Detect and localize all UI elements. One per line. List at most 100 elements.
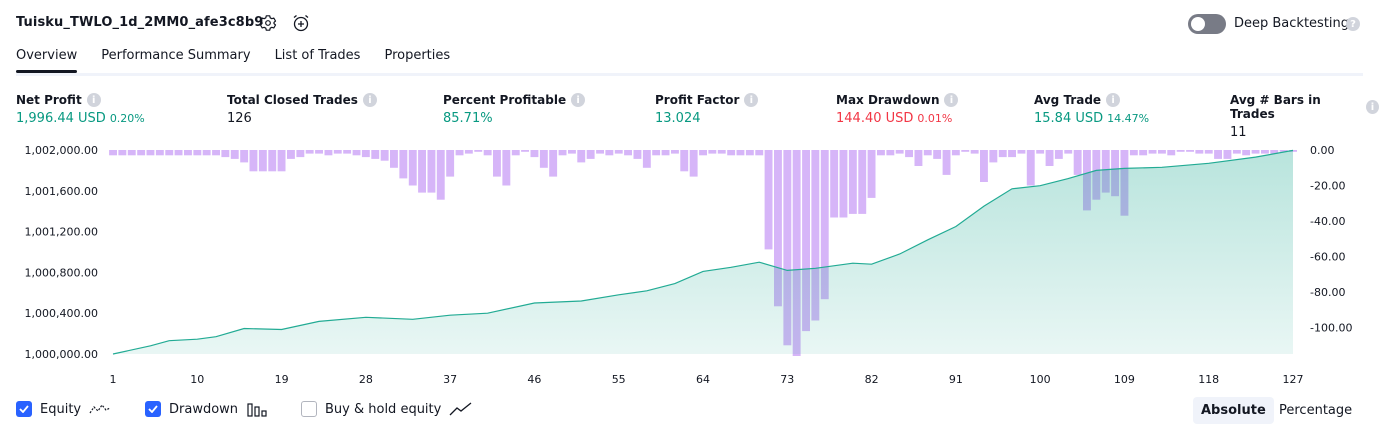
drawdown-bar: [614, 150, 623, 154]
percentage-toggle[interactable]: Percentage: [1279, 403, 1353, 418]
deep-backtesting-help-icon[interactable]: ?: [1346, 17, 1360, 31]
metric-value: 85.71%: [443, 111, 493, 126]
drawdown-bar: [708, 150, 717, 154]
drawdown-bar: [380, 150, 389, 161]
metric-percent: 0.01%: [917, 112, 953, 125]
drawdown-bar: [493, 150, 501, 177]
drawdown-bar: [249, 150, 258, 172]
drawdown-checkbox[interactable]: [145, 401, 161, 417]
right-axis-tick: -60.00: [1310, 251, 1345, 264]
drawdown-bar: [455, 150, 464, 156]
drawdown-bar: [774, 150, 782, 307]
drawdown-bar: [1167, 150, 1176, 156]
add-alert-button[interactable]: [290, 12, 312, 34]
drawdown-bar: [1026, 150, 1035, 186]
drawdown-bar: [1129, 150, 1138, 156]
drawdown-bar: [1279, 150, 1288, 152]
drawdown-bar: [305, 150, 314, 154]
drawdown-bar: [1036, 150, 1045, 154]
metric-percent: 0.20%: [109, 112, 145, 125]
legend-equity[interactable]: Equity: [16, 401, 113, 417]
metric-value: 144.40 USD: [836, 111, 914, 126]
drawdown-bar: [839, 150, 848, 218]
tab-overview[interactable]: Overview: [16, 48, 78, 73]
drawdown-bar: [193, 150, 202, 156]
info-icon[interactable]: i: [571, 93, 586, 107]
drawdown-bar: [745, 150, 754, 156]
left-axis-tick: 1,000,400.00: [25, 307, 98, 320]
drawdown-bar: [502, 150, 511, 186]
info-icon[interactable]: i: [1106, 93, 1121, 107]
info-icon[interactable]: i: [744, 93, 759, 107]
metric-avg-bars-in-trades: Avg # Bars in Trades i 11: [1230, 93, 1379, 140]
checkmark-icon: [19, 405, 29, 413]
left-axis-tick: 1,000,000.00: [25, 348, 98, 361]
drawdown-bar: [820, 150, 829, 300]
drawdown-bar: [174, 150, 183, 156]
drawdown-bar: [642, 150, 651, 168]
metric-percent: 14.47%: [1107, 112, 1150, 125]
legend-drawdown[interactable]: Drawdown: [145, 401, 268, 417]
drawdown-bar: [212, 150, 220, 156]
drawdown-bar: [268, 150, 277, 172]
drawdown-bar: [343, 150, 352, 154]
drawdown-bar: [324, 150, 333, 156]
drawdown-bar: [127, 150, 136, 156]
drawdown-bar: [830, 150, 839, 218]
drawdown-bar: [287, 150, 295, 159]
drawdown-bar: [315, 150, 323, 154]
drawdown-bar: [689, 150, 698, 177]
drawdown-bar: [961, 150, 970, 152]
chart-axes: 1,002,000.00 1,001,600.00 1,001,200.00 1,00…: [25, 144, 1353, 386]
drawdown-bar: [1017, 150, 1026, 154]
drawdown-bar: [446, 150, 455, 177]
buy-hold-line-icon: [449, 402, 472, 416]
drawdown-bar: [652, 150, 661, 156]
deep-backtesting-toggle[interactable]: [1188, 14, 1226, 34]
tab-properties[interactable]: Properties: [384, 48, 451, 63]
info-icon[interactable]: i: [86, 93, 101, 107]
tab-performance-summary[interactable]: Performance Summary: [101, 48, 251, 63]
drawdown-bar: [109, 150, 117, 156]
equity-line-icon: [89, 403, 111, 414]
info-icon[interactable]: i: [362, 93, 377, 107]
drawdown-bar: [296, 150, 305, 158]
settings-gear-icon[interactable]: [257, 12, 279, 34]
equity-checkbox[interactable]: [16, 401, 32, 417]
buy-hold-checkbox[interactable]: [301, 401, 317, 417]
metric-value: 15.84 USD: [1034, 111, 1104, 126]
drawdown-bar: [783, 150, 792, 346]
drawdown-bar: [1195, 150, 1204, 154]
drawdown-bar: [399, 150, 408, 179]
metric-label: Avg # Bars in Trades: [1230, 93, 1321, 121]
drawdown-bar: [521, 150, 529, 152]
metric-net-profit: Net Profit i 1,996.44 USD 0.20%: [16, 93, 145, 126]
info-icon[interactable]: i: [944, 93, 959, 107]
drawdown-bar: [605, 150, 614, 156]
drawdown-bar: [118, 150, 127, 156]
drawdown-bar: [474, 150, 483, 152]
equity-label: Equity: [40, 401, 82, 417]
gear-icon: [259, 15, 277, 31]
equity-drawdown-chart[interactable]: 1,002,000.00 1,001,600.00 1,001,200.00 1,00…: [0, 138, 1379, 388]
drawdown-bar: [680, 150, 689, 172]
metric-label: Total Closed Trades: [227, 93, 358, 107]
right-axis-tick: -40.00: [1310, 215, 1345, 228]
deep-backtesting-label: Deep Backtesting: [1234, 16, 1350, 31]
drawdown-bar: [933, 150, 942, 159]
absolute-toggle[interactable]: Absolute: [1193, 397, 1274, 424]
left-axis-tick: 1,000,800.00: [25, 266, 98, 279]
drawdown-bar: [1148, 150, 1157, 154]
drawdown-bar: [1064, 150, 1073, 154]
drawdown-bar: [352, 150, 361, 156]
legend-buy-hold[interactable]: Buy & hold equity: [301, 401, 473, 417]
metric-label: Percent Profitable: [443, 93, 567, 107]
metric-label: Profit Factor: [655, 93, 740, 107]
drawdown-bar: [661, 150, 670, 156]
metric-value: 126: [227, 111, 252, 126]
tab-list-of-trades[interactable]: List of Trades: [274, 48, 361, 63]
info-icon[interactable]: i: [1365, 100, 1379, 114]
drawdown-bar: [671, 150, 679, 154]
drawdown-bar: [755, 150, 764, 156]
drawdown-bar: [240, 150, 249, 163]
